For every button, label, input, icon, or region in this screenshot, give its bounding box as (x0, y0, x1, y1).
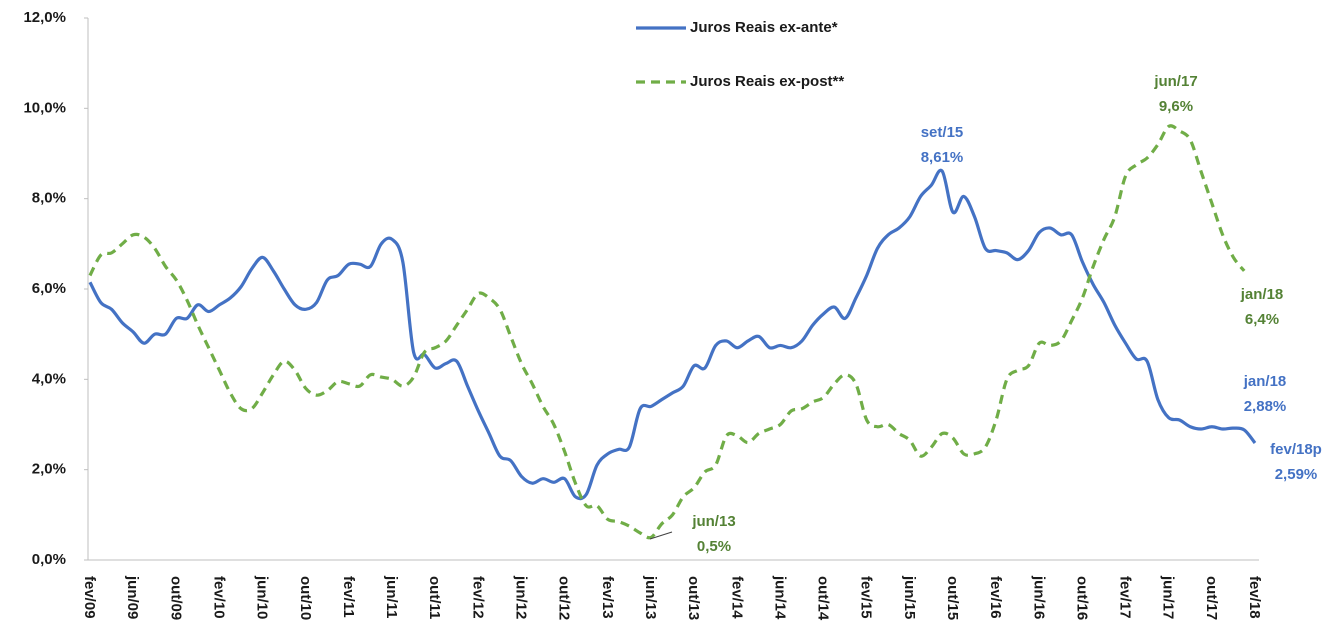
x-tick-label: jun/16 (1030, 575, 1047, 619)
x-tick-label: out/15 (944, 576, 961, 620)
annotation-leader (649, 531, 673, 540)
x-tick-label: fev/18 (1246, 576, 1263, 619)
x-tick-label: out/13 (685, 576, 702, 620)
x-tick-label: out/10 (297, 576, 314, 620)
x-tick-label: jun/13 (642, 575, 659, 619)
x-tick-label: jun/10 (254, 575, 271, 619)
x-tick-label: out/11 (426, 576, 443, 619)
x-tick-label: out/16 (1073, 576, 1090, 620)
x-tick-label: jun/09 (124, 575, 141, 619)
x-tick-label: fev/11 (340, 576, 357, 618)
annotation-value: 8,61% (921, 149, 964, 166)
series-line (88, 168, 1257, 501)
annotation-label: fev/18p (1270, 441, 1322, 458)
x-tick-label: fev/09 (81, 576, 98, 619)
y-tick-label: 12,0% (23, 9, 66, 26)
annotation-value: 6,4% (1245, 311, 1279, 328)
x-tick-label: jun/17 (1160, 575, 1177, 619)
y-tick-label: 4,0% (32, 370, 66, 387)
x-tick-label: out/09 (167, 576, 184, 620)
x-tick-label: out/17 (1203, 576, 1220, 620)
x-tick-label: fev/17 (1117, 576, 1134, 619)
annotation-label: jan/18 (1240, 286, 1284, 303)
x-tick-label: fev/15 (858, 576, 875, 619)
x-tick-label: jun/15 (901, 575, 918, 619)
annotation-label: jan/18 (1243, 373, 1287, 390)
y-tick-label: 2,0% (32, 461, 66, 478)
legend-label: Juros Reais ex-post** (690, 73, 844, 90)
x-tick-label: fev/12 (469, 576, 486, 619)
y-tick-label: 0,0% (32, 551, 66, 568)
x-tick-label: fev/13 (599, 576, 616, 619)
legend-label: Juros Reais ex-ante* (690, 19, 838, 36)
x-tick-label: fev/14 (728, 576, 745, 619)
annotation-value: 2,88% (1244, 398, 1287, 415)
annotation-label: set/15 (921, 124, 964, 141)
series-line (88, 124, 1246, 540)
y-tick-label: 8,0% (32, 190, 66, 207)
x-tick-label: fev/10 (210, 576, 227, 619)
x-tick-label: fev/16 (987, 576, 1004, 619)
annotation-value: 9,6% (1159, 98, 1193, 115)
x-tick-label: jun/14 (771, 575, 788, 620)
annotation-value: 2,59% (1275, 466, 1318, 483)
x-tick-label: jun/12 (513, 575, 530, 619)
x-tick-label: out/14 (815, 576, 832, 621)
x-tick-label: out/12 (556, 576, 573, 620)
y-tick-label: 10,0% (23, 99, 66, 116)
annotation-label: jun/17 (1153, 73, 1197, 90)
x-tick-label: jun/11 (383, 575, 400, 619)
y-tick-label: 6,0% (32, 280, 66, 297)
annotation-value: 0,5% (697, 538, 731, 555)
annotation-label: jun/13 (691, 513, 735, 530)
